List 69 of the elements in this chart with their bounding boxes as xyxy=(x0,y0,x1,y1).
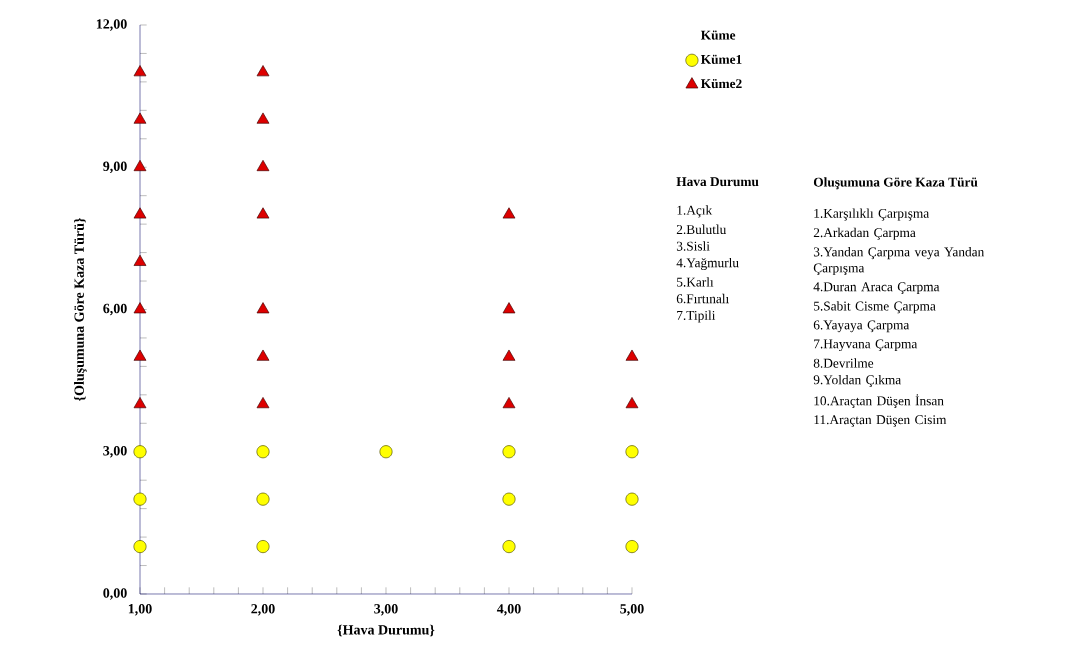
x-tick-label: 3,00 xyxy=(374,604,398,616)
text: 7.Hayvana Çarpma xyxy=(814,339,918,352)
point xyxy=(502,397,516,409)
point xyxy=(133,445,147,459)
point xyxy=(256,65,270,77)
y-tick-label: 0,00 xyxy=(103,588,127,600)
point xyxy=(133,302,147,314)
point xyxy=(379,445,393,459)
point xyxy=(133,349,147,361)
text: 8.Devrilme xyxy=(813,358,874,368)
point xyxy=(133,207,147,219)
point xyxy=(256,397,270,409)
x-tick-label: 4,00 xyxy=(496,604,521,616)
point xyxy=(502,349,516,361)
text: 2.Arkadan Çarpma xyxy=(813,227,916,240)
point xyxy=(256,492,270,506)
point xyxy=(256,159,270,172)
legend-label: Küme2 xyxy=(700,79,742,89)
text: 5.Sabit Cisme Çarpma xyxy=(814,301,936,314)
y-axis-title: {Oluşumuna Göre Kaza Türü} xyxy=(74,218,87,401)
point xyxy=(256,112,270,124)
text: 7.Tipili xyxy=(677,310,716,323)
y-tick-label: 12,00 xyxy=(96,19,127,31)
x-tick-label: 1,00 xyxy=(128,604,152,616)
text: Oluşumuna Göre Kaza Türü xyxy=(813,177,978,190)
legend-label: Küme1 xyxy=(700,54,742,64)
x-tick-label: 5,00 xyxy=(620,604,644,616)
point xyxy=(502,492,516,506)
x-tick-label: 2,00 xyxy=(251,604,275,616)
point xyxy=(625,540,639,554)
text: 4.Yağmurlu xyxy=(676,257,739,271)
point xyxy=(502,445,516,459)
point xyxy=(502,540,516,554)
point xyxy=(133,254,147,266)
text: Hava Durumu xyxy=(676,177,759,187)
point xyxy=(625,445,639,459)
point xyxy=(256,540,270,554)
text: 6.Yayaya Çarpma xyxy=(813,320,910,333)
text: 2.Bulutlu xyxy=(676,224,727,235)
point xyxy=(256,445,270,459)
point xyxy=(133,159,147,172)
point xyxy=(133,492,147,506)
text: 1.Karşılıklı Çarpışma xyxy=(814,208,929,221)
point xyxy=(256,349,270,361)
text: 5.Karlı xyxy=(677,277,714,287)
point xyxy=(133,540,147,554)
point xyxy=(625,397,639,409)
y-tick-label: 6,00 xyxy=(103,303,127,316)
point xyxy=(502,207,516,219)
point xyxy=(502,302,516,314)
x-axis-title: {Hava Durumu} xyxy=(337,624,435,637)
point xyxy=(625,492,639,506)
y-tick-label: 9,00 xyxy=(103,161,127,173)
point xyxy=(256,302,270,314)
legend-title: Küme xyxy=(700,30,736,40)
point xyxy=(133,65,147,77)
point xyxy=(133,112,147,124)
text: 11.Araçtan Düşen Cisim xyxy=(814,415,947,427)
text: 3.Yandan Çarpma veya Yandan Çarpışma xyxy=(813,247,985,276)
text: 1.Açık xyxy=(677,205,713,218)
text: 4.Duran Araca Çarpma xyxy=(813,282,940,294)
point xyxy=(256,207,270,219)
text: 10.Araçtan Düşen İnsan xyxy=(814,394,944,409)
point xyxy=(625,349,639,361)
y-tick-label: 3,00 xyxy=(103,446,127,458)
text: 3.Sisli xyxy=(676,241,710,251)
point xyxy=(133,397,147,409)
text: 6.Fırtınalı xyxy=(676,293,729,304)
text: 9.Yoldan Çıkma xyxy=(813,374,901,388)
